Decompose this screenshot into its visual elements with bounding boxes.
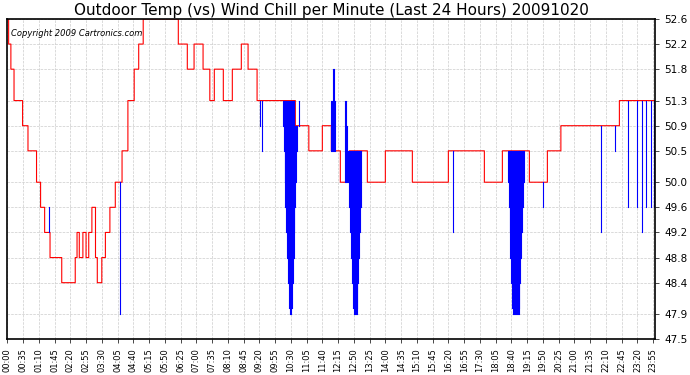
Title: Outdoor Temp (vs) Wind Chill per Minute (Last 24 Hours) 20091020: Outdoor Temp (vs) Wind Chill per Minute …	[74, 3, 589, 18]
Text: Copyright 2009 Cartronics.com: Copyright 2009 Cartronics.com	[10, 28, 142, 38]
